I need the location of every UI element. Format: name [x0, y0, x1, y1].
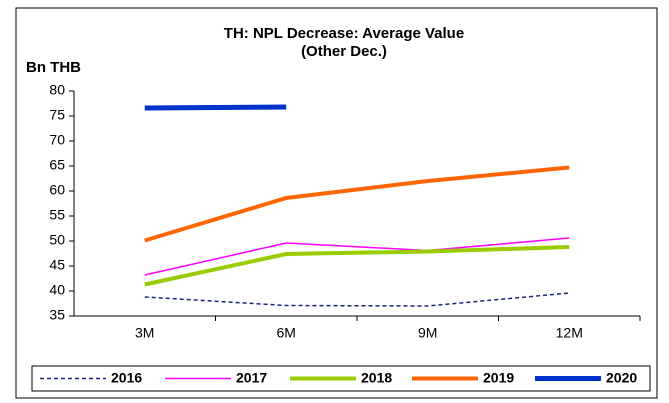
y-tick-label: 80	[49, 82, 65, 98]
x-tick-label: 12M	[556, 325, 583, 341]
legend-box	[31, 365, 651, 392]
legend-label: 2020	[606, 370, 637, 386]
y-tick-label: 35	[49, 307, 65, 323]
x-tick-label: 6M	[277, 325, 296, 341]
y-tick-label: 45	[49, 257, 65, 273]
legend-label: 2019	[483, 370, 514, 386]
chart-subtitle: (Other Dec.)	[301, 43, 387, 60]
x-tick-label: 3M	[135, 325, 154, 341]
legend-label: 2017	[236, 370, 267, 386]
y-tick-label: 50	[49, 232, 65, 248]
series-line	[144, 165, 570, 243]
legend-label: 2018	[361, 370, 392, 386]
chart-title: TH: NPL Decrease: Average Value	[224, 25, 464, 42]
series-line	[144, 237, 570, 276]
y-tick-label: 55	[49, 207, 65, 223]
series-line	[144, 292, 570, 307]
legend-label: 2016	[111, 370, 142, 386]
series-line	[144, 104, 287, 111]
y-tick-label: 70	[49, 132, 65, 148]
y-tick-label: 60	[49, 182, 65, 198]
series-line	[144, 245, 570, 287]
y-axis-label: Bn THB	[26, 59, 81, 76]
y-tick-label: 40	[49, 282, 65, 298]
chart-frame	[15, 7, 658, 399]
x-tick-label: 9M	[418, 325, 437, 341]
y-tick-label: 75	[49, 107, 65, 123]
y-tick-label: 65	[49, 157, 65, 173]
